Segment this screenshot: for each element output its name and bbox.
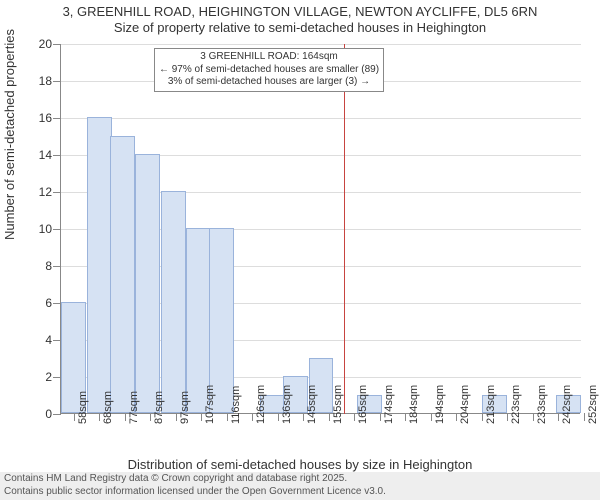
histogram-bar [161,191,186,413]
x-tick [176,413,177,421]
x-tick [150,413,151,421]
x-tick [533,413,534,421]
y-tick [53,266,61,267]
callout-line-2: ← 97% of semi-detached houses are smalle… [159,64,379,77]
y-tick-label: 18 [22,74,52,88]
x-tick [252,413,253,421]
y-tick [53,118,61,119]
gridline [61,118,581,119]
x-tick [482,413,483,421]
x-tick [74,413,75,421]
x-axis-label: Distribution of semi-detached houses by … [0,457,600,472]
callout-box: 3 GREENHILL ROAD: 164sqm← 97% of semi-de… [154,48,384,92]
y-tick-label: 12 [22,185,52,199]
y-tick-label: 16 [22,111,52,125]
x-tick [456,413,457,421]
x-tick [227,413,228,421]
x-tick [354,413,355,421]
property-marker-line [344,44,345,414]
y-tick-label: 10 [22,222,52,236]
plot-inner: 3 GREENHILL ROAD: 164sqm← 97% of semi-de… [60,44,580,414]
footer-line-2: Contains public sector information licen… [4,486,386,497]
x-tick [405,413,406,421]
y-tick-label: 20 [22,37,52,51]
x-tick [507,413,508,421]
y-tick [53,44,61,45]
histogram-bar [135,154,160,413]
histogram-bar [110,136,135,414]
histogram-bar [87,117,112,413]
title-line-2: Size of property relative to semi-detach… [114,20,486,35]
y-tick [53,229,61,230]
x-tick [303,413,304,421]
attribution-footer: Contains HM Land Registry data © Crown c… [0,472,600,500]
x-tick [201,413,202,421]
x-tick [125,413,126,421]
y-tick [53,81,61,82]
x-tick [431,413,432,421]
plot-area: 3 GREENHILL ROAD: 164sqm← 97% of semi-de… [60,44,580,414]
x-tick [380,413,381,421]
y-tick [53,192,61,193]
chart-container: 3, GREENHILL ROAD, HEIGHINGTON VILLAGE, … [0,0,600,500]
y-tick-label: 6 [22,296,52,310]
callout-line-1: 3 GREENHILL ROAD: 164sqm [159,51,379,64]
x-tick [584,413,585,421]
y-axis-label: Number of semi-detached properties [2,29,17,240]
y-tick-label: 0 [22,407,52,421]
y-tick [53,377,61,378]
x-tick [329,413,330,421]
y-tick-label: 4 [22,333,52,347]
x-tick [558,413,559,421]
chart-title: 3, GREENHILL ROAD, HEIGHINGTON VILLAGE, … [0,4,600,37]
y-tick-label: 14 [22,148,52,162]
y-tick [53,414,61,415]
y-tick [53,155,61,156]
y-tick [53,303,61,304]
callout-line-3: 3% of semi-detached houses are larger (3… [159,76,379,89]
title-line-1: 3, GREENHILL ROAD, HEIGHINGTON VILLAGE, … [63,4,538,19]
gridline [61,44,581,45]
x-tick [278,413,279,421]
footer-line-1: Contains HM Land Registry data © Crown c… [4,473,347,484]
y-tick-label: 8 [22,259,52,273]
y-tick [53,340,61,341]
x-tick [99,413,100,421]
y-tick-label: 2 [22,370,52,384]
